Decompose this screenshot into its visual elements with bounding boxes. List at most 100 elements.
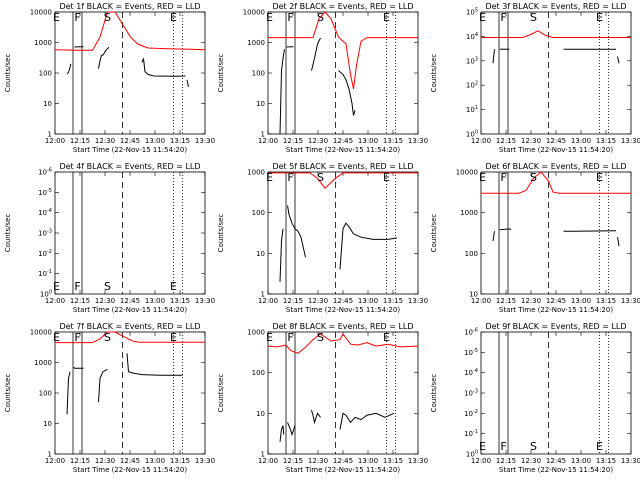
y-tick-label: 100 (40, 290, 52, 299)
y-tick-label: 1000 (34, 359, 52, 367)
lld-series-line (268, 172, 418, 189)
y-tick-label: 1000 (247, 39, 265, 47)
chart-title: Det 6f BLACK = Events, RED = LLD (485, 162, 626, 171)
events-series-line-segment (279, 228, 284, 282)
x-tick-label: 13:15 (170, 297, 190, 305)
x-axis-label: Start Time (22-Nov-15 11:54:20) (286, 466, 400, 474)
events-series-line-segment (311, 37, 321, 71)
panel-det-5: Det 5f BLACK = Events, RED = LLD 1 10 100 10… (217, 162, 428, 314)
x-tick-label: 12:30 (308, 457, 328, 465)
y-tick-label: 10-2 (38, 249, 52, 258)
x-tick-label: 12:30 (95, 297, 115, 305)
events-series-line-segment (279, 49, 285, 135)
event-marker-label: E (596, 440, 603, 453)
y-tick-label: 10-6 (464, 328, 478, 337)
y-tick-label: 101 (466, 105, 478, 114)
event-marker-label: E (53, 11, 60, 24)
x-axis-label: Start Time (22-Nov-15 11:54:20) (286, 306, 400, 314)
x-tick-label: 13:00 (145, 457, 165, 465)
lld-series-line (268, 11, 418, 90)
events-series-line-segment (98, 368, 108, 403)
events-series-line-segment (287, 422, 296, 437)
x-tick-label: 12:15 (283, 297, 303, 305)
event-marker-label: F (287, 331, 293, 344)
lld-series-line (481, 171, 631, 194)
events-series-line-segment (492, 231, 495, 242)
event-marker-label: E (383, 331, 390, 344)
x-tick-label: 12:45 (333, 457, 353, 465)
x-tick-label: 13:30 (621, 297, 640, 305)
x-tick-label: 13:15 (170, 137, 190, 145)
x-axis-label: Start Time (22-Nov-15 11:54:20) (499, 146, 613, 154)
events-series-line-segment (499, 228, 512, 231)
events-series-line-segment (311, 409, 321, 425)
y-tick-label: 1 (261, 131, 265, 139)
event-marker-label: E (53, 280, 60, 293)
y-tick-label: 10-6 (38, 168, 52, 177)
x-tick-label: 13:15 (170, 457, 190, 465)
y-tick-label: 104 (466, 32, 478, 41)
y-tick-label: 1000 (460, 209, 478, 217)
event-marker-label: F (287, 11, 293, 24)
events-series-line-segment (98, 46, 110, 69)
panel-det-4: Det 4f BLACK = Events, RED = LLD 100 10-1 1… (4, 162, 215, 314)
chart-title: Det 9f BLACK = Events, RED = LLD (485, 322, 626, 331)
x-tick-label: 12:45 (546, 457, 566, 465)
x-tick-label: 13:30 (621, 457, 640, 465)
x-tick-label: 13:00 (145, 137, 165, 145)
y-tick-label: 1000 (247, 169, 265, 177)
x-tick-label: 12:00 (471, 137, 491, 145)
event-marker-label: E (170, 280, 177, 293)
y-tick-label: 10-3 (38, 229, 52, 238)
x-tick-label: 13:15 (383, 457, 403, 465)
y-tick-label: 100 (466, 450, 478, 459)
lld-series-line (55, 331, 205, 344)
y-tick-label: 10-1 (464, 429, 478, 438)
chart-title: Det 3f BLACK = Events, RED = LLD (485, 2, 626, 11)
x-tick-label: 12:30 (521, 457, 541, 465)
x-tick-label: 13:30 (408, 297, 428, 305)
events-series-line-segment (279, 425, 285, 442)
events-series-line-segment (338, 70, 356, 116)
x-tick-label: 12:00 (258, 137, 278, 145)
event-marker-label: S (530, 440, 537, 453)
x-tick-label: 12:15 (496, 457, 516, 465)
x-axis-label: Start Time (22-Nov-15 11:54:20) (499, 466, 613, 474)
x-tick-label: 13:00 (571, 457, 591, 465)
event-marker-label: S (104, 331, 111, 344)
x-axis-label: Start Time (22-Nov-15 11:54:20) (73, 306, 187, 314)
y-tick-label: 100 (252, 209, 265, 217)
x-tick-label: 12:15 (70, 297, 90, 305)
x-tick-label: 12:00 (471, 297, 491, 305)
x-tick-label: 12:30 (521, 297, 541, 305)
y-tick-label: 1 (261, 451, 265, 459)
x-tick-label: 12:30 (521, 137, 541, 145)
panel-det-3: Det 3f BLACK = Events, RED = LLD 100 101 10… (430, 2, 640, 154)
panel-det-8: Det 8f BLACK = Events, RED = LLD 1 10 100 10… (217, 322, 428, 474)
events-series-line-segment (66, 371, 71, 415)
events-series-line-segment (186, 79, 189, 88)
chart-title: Det 2f BLACK = Events, RED = LLD (272, 2, 413, 11)
y-tick-label: 10 (256, 100, 265, 108)
event-marker-label: S (530, 11, 537, 24)
lld-series-line (267, 332, 419, 354)
x-tick-label: 13:30 (408, 137, 428, 145)
event-marker-label: S (317, 11, 324, 24)
panel-det-7: Det 7f BLACK = Events, RED = LLD 1 10 100 10… (4, 322, 215, 474)
x-tick-label: 12:15 (283, 457, 303, 465)
y-tick-label: 1 (48, 451, 52, 459)
event-marker-label: F (74, 331, 80, 344)
x-tick-label: 12:45 (120, 457, 140, 465)
y-tick-label: 10-1 (38, 269, 52, 278)
event-marker-label: E (266, 11, 273, 24)
panel-det-9: Det 9f BLACK = Events, RED = LLD 100 10-1 1… (430, 322, 640, 474)
chart-title: Det 8f BLACK = Events, RED = LLD (272, 322, 413, 331)
y-axis-label: Counts/sec (4, 214, 12, 253)
panel-det-2: Det 2f BLACK = Events, RED = LLD 1 10 100 10… (217, 2, 428, 154)
x-tick-label: 13:00 (358, 297, 378, 305)
event-marker-label: E (479, 171, 486, 184)
x-tick-label: 12:15 (70, 137, 90, 145)
y-tick-label: 10 (256, 250, 265, 258)
events-series-line-segment (563, 230, 617, 232)
x-tick-label: 13:30 (195, 137, 215, 145)
